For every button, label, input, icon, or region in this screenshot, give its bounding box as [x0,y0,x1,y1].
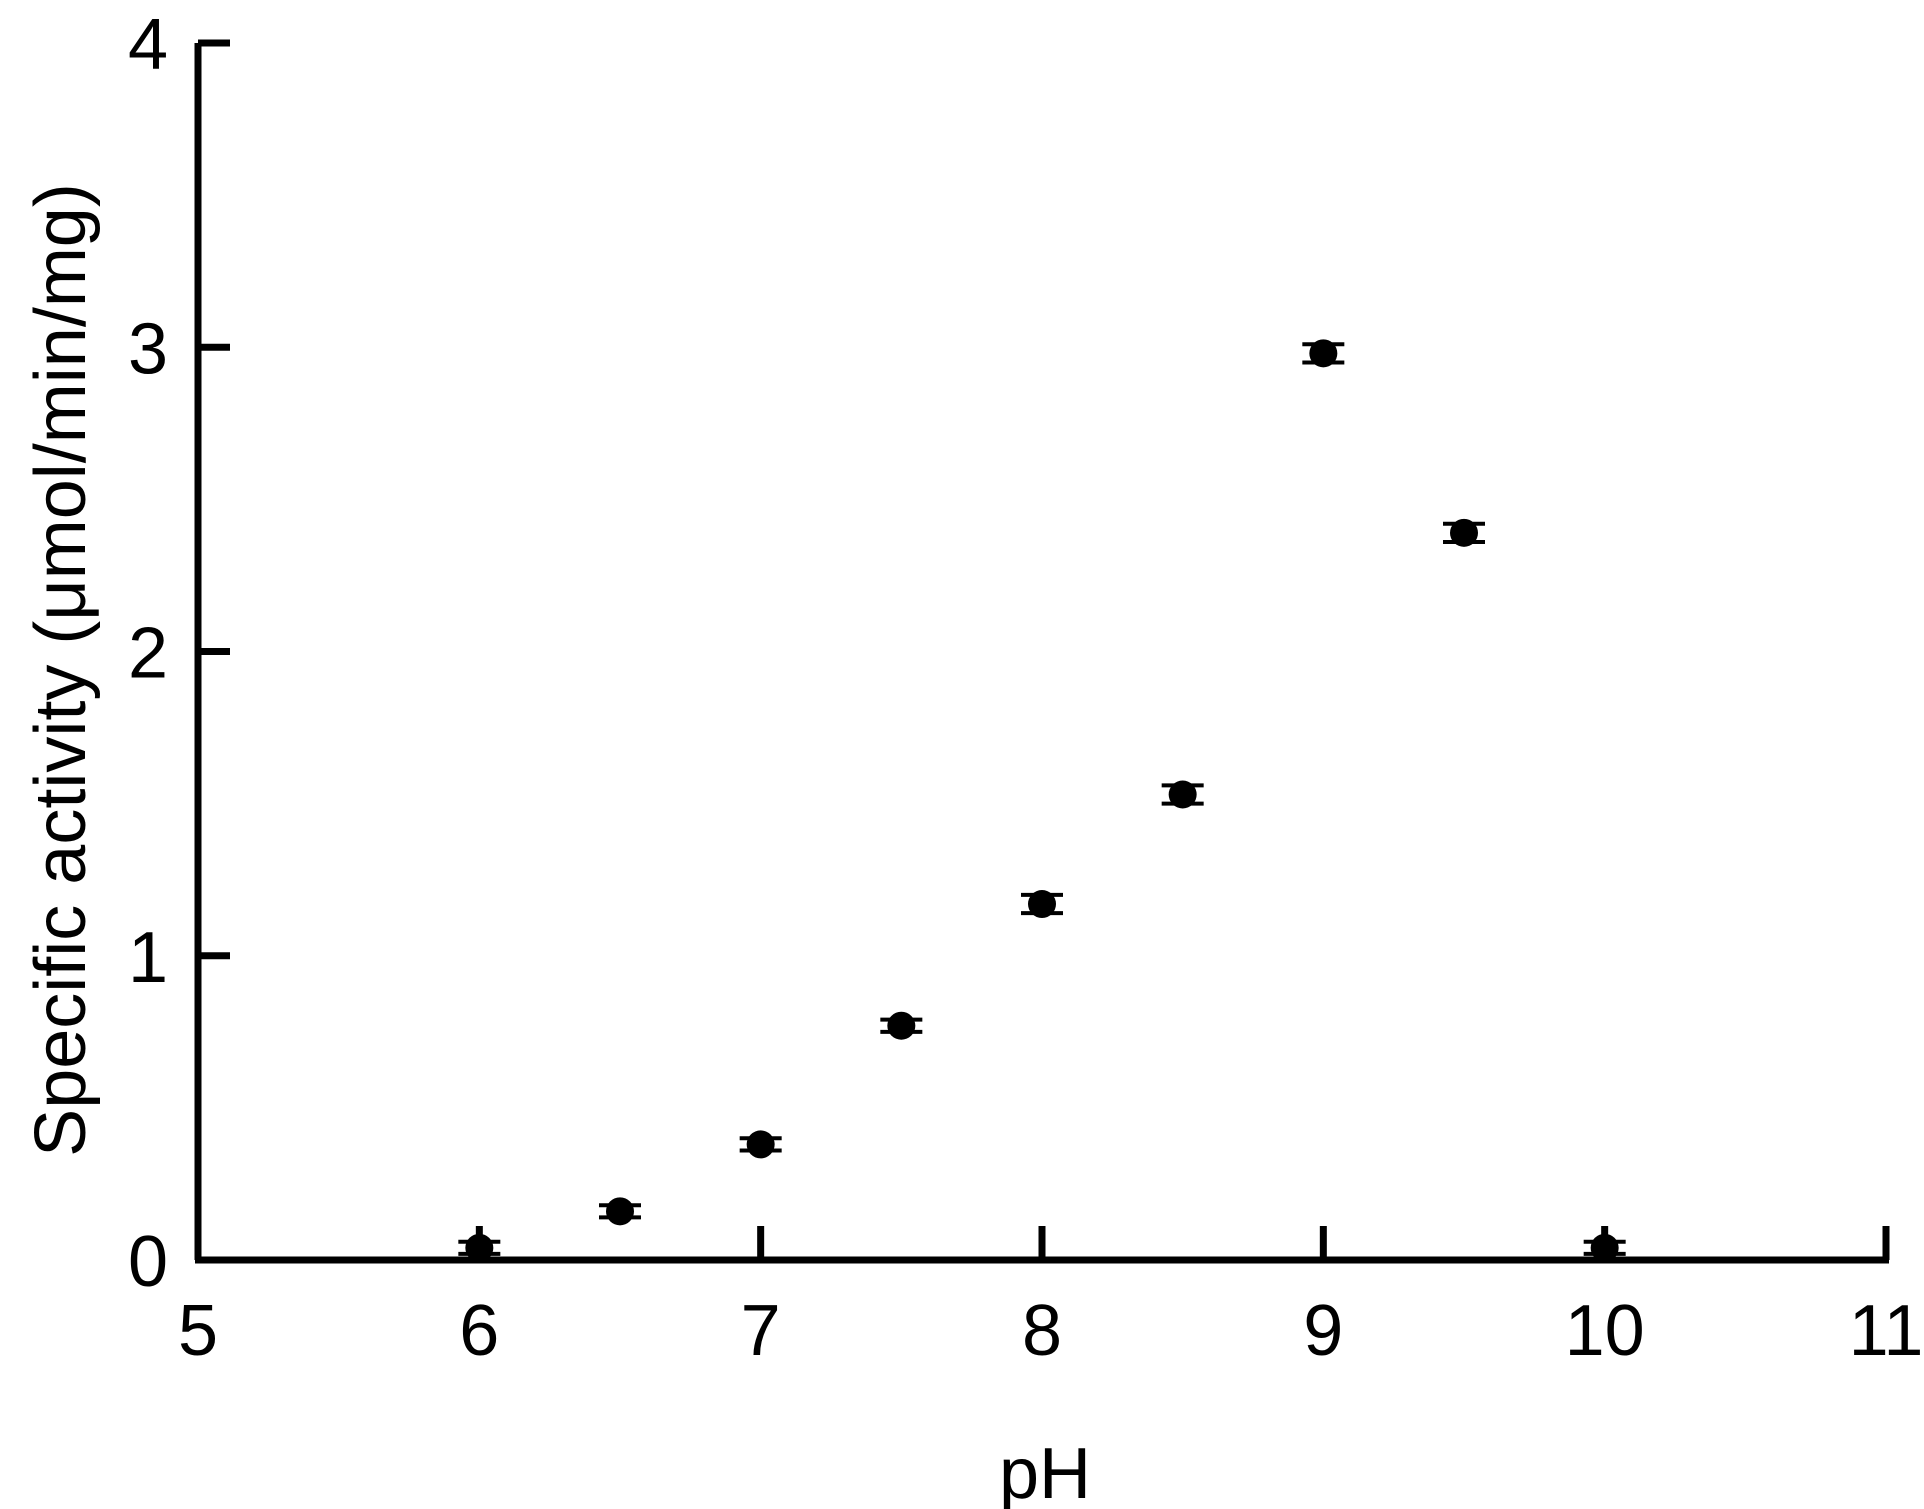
point-marker [1309,339,1338,368]
data-point [1443,518,1485,547]
point-marker [1450,518,1478,547]
x-tick-label: 11 [1849,1291,1924,1371]
data-point [739,1130,782,1159]
y-tick-label: 3 [128,309,168,389]
y-axis-ticks: 0 1 2 3 4 [128,5,230,1302]
point-marker [1028,890,1056,919]
point-marker [606,1197,634,1226]
x-tick-label: 10 [1565,1291,1645,1371]
point-marker [746,1130,775,1159]
point-marker [887,1011,916,1040]
x-tick-label: 5 [178,1291,218,1371]
x-tick-label: 6 [459,1291,499,1371]
x-tick-label: 7 [741,1291,781,1371]
data-points [458,339,1626,1262]
y-axis-title: Specific activity (μmol/min/mg) [21,183,101,1157]
data-point [1161,780,1204,809]
x-axis-ticks: 5 6 7 8 9 10 11 [178,1226,1923,1371]
y-tick-label: 1 [128,918,168,998]
data-point [880,1011,923,1040]
y-tick-label: 0 [128,1222,168,1302]
data-point [1583,1233,1626,1262]
point-marker [1590,1233,1619,1262]
y-tick-label: 2 [128,614,168,694]
x-axis-title: pH [999,1434,1091,1509]
point-marker [1168,780,1197,809]
data-point [599,1197,641,1226]
x-tick-label: 9 [1303,1291,1343,1371]
axes [194,43,1889,1264]
y-tick-label: 4 [128,5,168,85]
point-marker [465,1233,494,1262]
x-tick-label: 8 [1022,1291,1062,1371]
data-point [458,1233,501,1262]
data-point [1302,339,1345,368]
data-point [1021,890,1063,919]
